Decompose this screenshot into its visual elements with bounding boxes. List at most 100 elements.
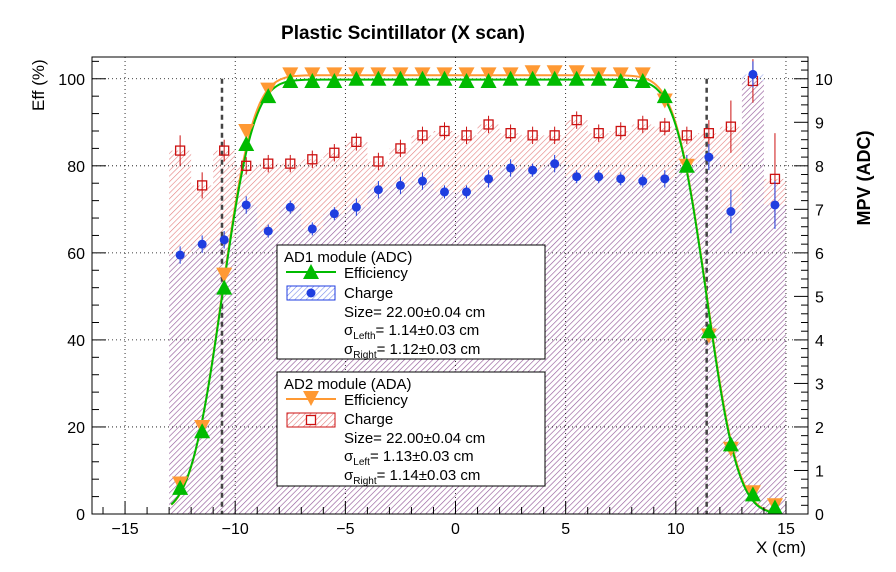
charge-point-ad2 [263,158,274,169]
sigma-sub: Lefth [353,331,375,342]
y2-tick-label: 7 [815,202,824,219]
charge-point-ad2 [417,130,428,141]
y-tick-label: 100 [58,72,85,89]
efficiency-point-ad1 [260,88,277,104]
y2-tick-label: 0 [815,507,824,524]
efficiency-point-ad1 [546,70,563,86]
charge-bar-ad1 [565,176,588,514]
efficiency-point-ad1 [458,72,475,88]
charge-point-ad1 [307,224,317,234]
legend-ad2: AD2 module (ADA) Efficiency Charge Size=… [276,371,546,487]
charge-point-ad2 [307,154,318,165]
charge-point-ad2 [219,145,230,156]
efficiency-point-ad2 [216,267,233,283]
legend-ad2-charge-label: Charge [344,411,393,428]
y2-tick-label: 8 [815,159,824,176]
charge-bar-ad1 [741,74,764,515]
charge-point-ad1 [373,185,383,195]
efficiency-point-ad1 [722,436,739,452]
y-tick-label: 60 [67,246,85,263]
y2-tick-label: 1 [815,463,824,480]
charge-point-ad2 [593,128,604,139]
charge-point-ad2 [373,156,384,167]
efficiency-point-ad1 [678,157,695,173]
legend-ad2-sigma-right: σRight= 1.14±0.03 cm [344,467,480,487]
charge-point-ad2 [197,180,208,191]
charge-point-ad1 [329,209,339,219]
sigma-sub: Right [353,350,377,361]
efficiency-point-ad1 [502,70,519,86]
x-axis-label: X (cm) [756,538,806,557]
y2-axis-label: MPV (ADC) [854,131,874,226]
charge-point-ad2 [241,160,252,171]
charge-bar-ad1 [169,255,192,515]
charge-point-ad2 [461,130,472,141]
legend-ad1-charge-label: Charge [344,285,393,302]
sigma-symbol: σ [344,467,354,484]
y-tick-label: 40 [67,333,85,350]
efficiency-point-ad1 [612,72,629,88]
sigma-value: = 1.13±0.03 cm [370,448,474,465]
y-axis: 0 20 40 60 80 100 [58,60,106,524]
charge-point-ad1 [439,187,449,197]
charge-point-ad1 [219,235,229,245]
charge-point-ad2 [725,121,737,132]
charge-point-ad2 [174,145,186,156]
efficiency-point-ad1 [480,72,497,88]
legend-ad2-sigma-left: σLeft= 1.13±0.03 cm [344,448,474,468]
x-axis: −15 −10 −5 0 5 10 15 [102,501,809,538]
legend-ad2-eff-marker [303,391,319,406]
legend-ad1-eff-label: Efficiency [344,265,408,282]
charge-point-ad1 [528,165,538,175]
charge-point-ad1 [748,69,758,79]
charge-point-ad2 [681,130,692,141]
efficiency-point-ad1 [172,479,189,495]
charge-bar-ad1 [609,178,632,514]
charge-point-ad1 [726,207,736,217]
legend-ad1-sigma-right: σRight= 1.12±0.03 cm [344,341,480,361]
legend-ad1-header: AD1 module (ADC) [284,249,412,266]
legend-ad2-size: Size= 22.00±0.04 cm [344,430,485,447]
efficiency-point-ad1 [634,72,651,88]
charge-point-ad1 [770,200,780,210]
y-tick-label: 0 [76,507,85,524]
legend-ad2-header: AD2 module (ADA) [284,376,412,393]
efficiency-point-ad1 [282,72,299,88]
charge-point-ad1 [616,174,626,184]
charge-point-ad2 [549,130,560,141]
charge-point-ad2 [439,125,450,137]
sigma-sub: Left [353,457,370,468]
charge-bar-ad1 [257,231,280,514]
charge-point-ad1 [638,176,648,186]
sigma-value: = 1.12±0.03 cm [377,341,481,358]
charge-point-ad2 [571,114,582,126]
efficiency-point-ad1 [348,70,365,86]
charge-point-ad1 [285,202,295,212]
sigma-symbol: σ [344,448,354,465]
charge-point-ad2 [659,121,670,132]
efficiency-point-ad1 [656,88,673,104]
y2-tick-label: 2 [815,420,824,437]
y-tick-label: 20 [67,420,85,437]
charge-bar-ad1 [235,204,258,514]
charge-point-ad1 [572,172,582,182]
plot-frame [91,56,809,515]
charge-point-ad1 [506,163,516,173]
charge-point-ad1 [351,202,361,212]
efficiency-point-ad2 [238,123,255,139]
legend-ad2-box [276,371,546,487]
data-points [172,59,783,515]
y2-tick-label: 10 [815,72,833,89]
y2-tick-label: 5 [815,289,824,306]
charge-point-ad2 [395,143,406,154]
x-tick-label: 10 [667,521,685,538]
y2-tick-label: 6 [815,246,824,263]
y-axis-label: Eff (%) [29,59,48,111]
efficiency-point-ad1 [590,70,607,86]
charge-point-ad1 [417,176,427,186]
charge-bar-ad1 [587,176,610,514]
charge-bar-ad1 [653,178,676,514]
chart-title: Plastic Scintillator (X scan) [281,23,525,44]
legend-ad1: AD1 module (ADC) Efficiency Charge Size=… [276,244,546,361]
charge-point-ad1 [550,159,560,169]
